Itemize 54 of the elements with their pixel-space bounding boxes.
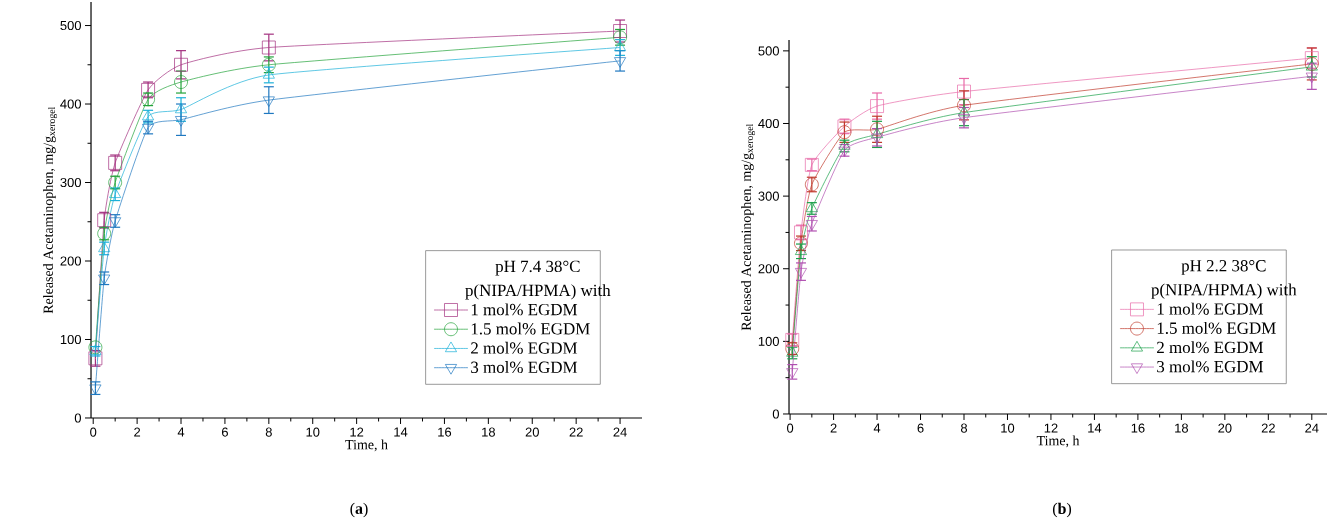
x-tick-label: 2 [134, 427, 141, 437]
x-tick-label: 24 [613, 427, 627, 437]
y-tick-label: 500 [758, 46, 779, 56]
legend-label: 1.5 mol% EGDM [1157, 321, 1276, 334]
x-tick-label: 14 [1088, 423, 1102, 433]
text: (a) [350, 502, 368, 518]
y-tick-label: 300 [758, 191, 779, 201]
legend-title: pH 2.2 38°C p(NIPA/HPMA) with [1151, 259, 1297, 299]
y-tick-label: 200 [758, 264, 779, 274]
y-axis-title: Released Acetaminophen, mg/g$_{xerogel}$ [741, 123, 756, 331]
legend-label: 3 mol% EGDM [471, 361, 578, 374]
x-tick-label: 16 [438, 427, 452, 437]
x-tick-label: 20 [1218, 423, 1232, 433]
x-tick-label: 20 [525, 427, 539, 437]
y-tick-label: 0 [74, 413, 81, 423]
x-tick-label: 22 [569, 427, 583, 437]
x-tick-label: 8 [265, 427, 272, 437]
x-tick-label: 22 [1261, 423, 1275, 433]
y-tick-label: 500 [60, 20, 81, 31]
x-tick-label: 16 [1131, 423, 1145, 433]
y-tick-label: 400 [758, 118, 779, 129]
y-tick-label: 100 [758, 336, 779, 346]
x-axis-title: Time, h [345, 439, 388, 452]
legend-label: 2 mol% EGDM [1157, 341, 1264, 354]
legend-title: pH 7.4 38°C p(NIPA/HPMA) with [465, 260, 611, 300]
legend-label: 2 mol% EGDM [471, 341, 578, 354]
x-tick-label: 2 [830, 423, 837, 433]
x-tick-label: 12 [1044, 423, 1058, 433]
x-tick-label: 24 [1305, 423, 1319, 433]
y-tick-label: 0 [772, 409, 779, 419]
x-tick-label: 6 [917, 423, 924, 433]
x-tick-label: 0 [787, 423, 794, 433]
legend-label: 1 mol% EGDM [471, 303, 578, 316]
x-tick-label: 0 [90, 427, 97, 437]
y-tick-label: 200 [60, 256, 81, 266]
x-tick-label: 12 [350, 427, 364, 437]
y-tick-label: 400 [60, 99, 81, 109]
legend-label: 1 mol% EGDM [1157, 302, 1264, 315]
text: (b) [1052, 502, 1072, 518]
x-tick-label: 14 [394, 427, 408, 437]
x-tick-label: 10 [1001, 423, 1015, 433]
x-tick-label: 18 [1175, 423, 1189, 433]
x-tick-label: 6 [221, 427, 228, 437]
x-tick-label: 10 [306, 427, 320, 437]
y-axis-title: Released Acetaminophen, mg/g$_{xerogel}$ [43, 106, 58, 314]
legend-label: 3 mol% EGDM [1157, 360, 1264, 373]
y-tick-label: 100 [60, 334, 81, 345]
x-axis-title: Time, h [1036, 435, 1080, 448]
x-tick-label: 4 [177, 427, 185, 437]
x-tick-label: 4 [873, 423, 881, 433]
x-tick-label: 18 [482, 427, 495, 437]
x-tick-label: 8 [960, 423, 968, 433]
y-tick-label: 300 [60, 177, 81, 188]
legend-label: 1.5 mol% EGDM [471, 322, 590, 335]
